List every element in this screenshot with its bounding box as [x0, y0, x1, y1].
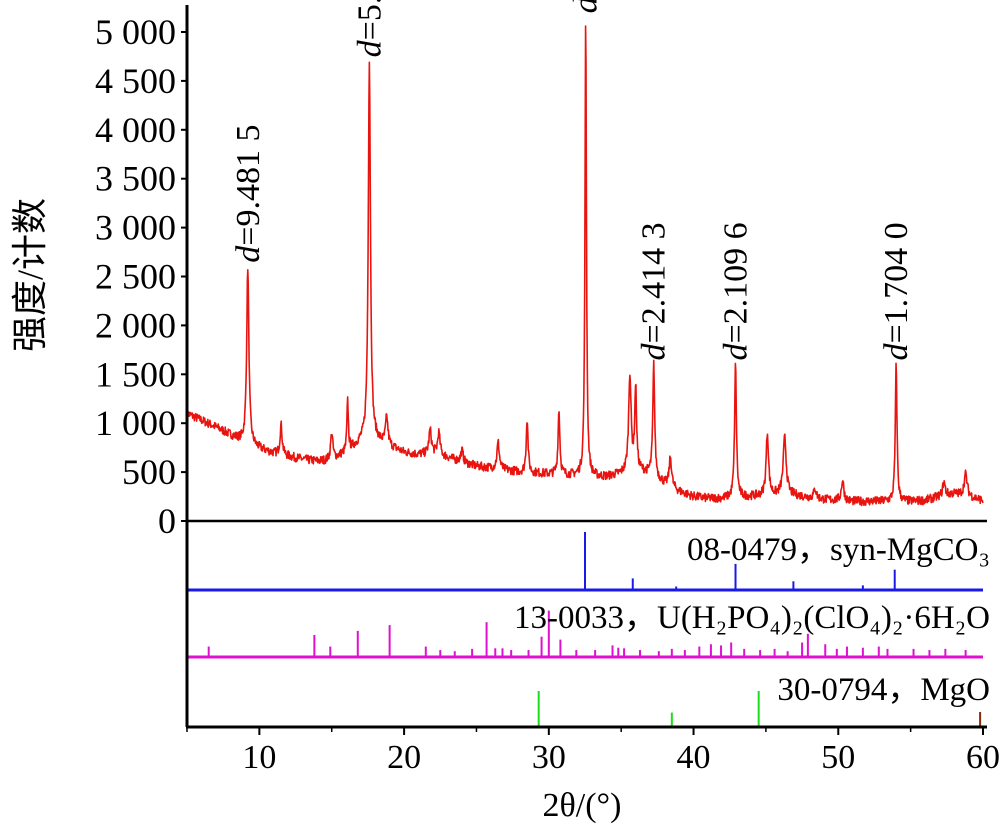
y-tick-label: 4 500	[95, 61, 176, 101]
reference-patterns: 08-0479，syn-MgCO₃ 13-0033，U(H₂PO₄)₂(ClO₄)…	[187, 532, 990, 729]
y-tick-label: 2 500	[95, 257, 176, 297]
y-tick-label: 1 000	[95, 403, 176, 443]
x-tick-labels: 10 20 30 40 50 60	[242, 739, 1000, 776]
reference-pattern-label: 13-0033，U(H₂PO₄)₂(ClO₄)₂·6H₂O	[514, 600, 990, 636]
peak-annotations: d=9.481 5 d=5.015 2 d=2.752 7 d=2.414 3 d=2.…	[230, 0, 915, 361]
xrd-pattern-line	[186, 25, 984, 507]
reference-pattern: 13-0033，U(H₂PO₄)₂(ClO₄)₂·6H₂O	[187, 600, 990, 659]
peak-annotation: d=9.481 5	[230, 125, 267, 263]
x-tick-label: 50	[821, 739, 855, 776]
y-tick-label: 3 000	[95, 208, 176, 248]
y-tick-label: 2 000	[95, 305, 176, 345]
y-tick-label: 500	[122, 452, 176, 492]
peak-annotation: d=2.752 7	[568, 0, 605, 13]
peak-annotation: d=5.015 2	[351, 0, 388, 57]
x-axis-label: 2θ/(°)	[543, 787, 622, 824]
reference-pattern-label: 08-0479，syn-MgCO₃	[687, 532, 990, 568]
y-tick-labels: 0 500 1 000 1 500 2 000 2 500 3 000 3 500 4 000 4…	[95, 12, 176, 541]
peak-annotation: d=2.414 3	[636, 222, 673, 360]
peak-annotation: d=2.109 6	[718, 222, 755, 360]
y-tick-label: 1 500	[95, 354, 176, 394]
y-tick-label: 4 000	[95, 110, 176, 150]
y-tick-label: 3 500	[95, 159, 176, 199]
y-tick-label: 0	[158, 501, 176, 541]
reference-pattern-label: 30-0794，MgO	[777, 672, 990, 708]
y-tick-label: 5 000	[95, 12, 176, 52]
x-tick-label: 60	[966, 739, 1000, 776]
x-tick-label: 10	[242, 739, 276, 776]
x-tick-label: 40	[677, 739, 711, 776]
reference-pattern: 30-0794，MgO	[187, 672, 990, 729]
x-tick-label: 30	[532, 739, 566, 776]
xrd-pattern-group	[186, 25, 984, 507]
peak-annotation: d=1.704 0	[878, 222, 915, 360]
reference-pattern: 08-0479，syn-MgCO₃	[187, 532, 990, 592]
y-axis-label: 强度/计数	[10, 198, 50, 352]
x-tick-label: 20	[387, 739, 421, 776]
